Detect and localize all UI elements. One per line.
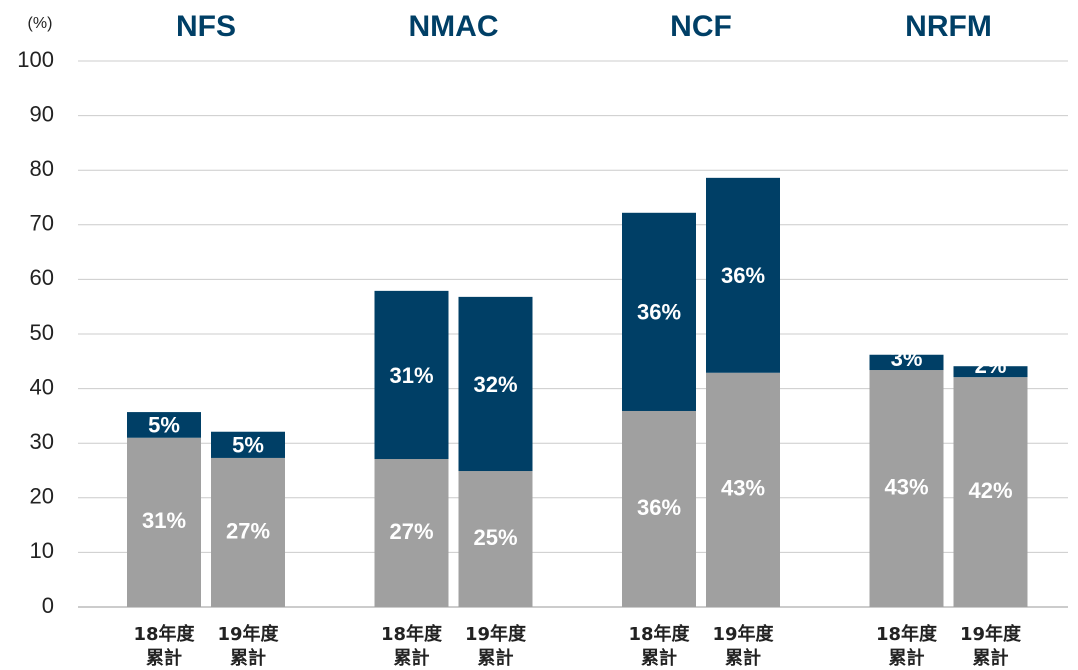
bar-segment bbox=[953, 377, 1028, 607]
x-tick-line: 累計 bbox=[394, 647, 430, 669]
y-tick-label: 50 bbox=[30, 320, 54, 345]
bar-segment bbox=[211, 431, 285, 458]
x-tick-line: 18年度 bbox=[628, 623, 690, 645]
bar-segment bbox=[869, 354, 944, 371]
bar-segment bbox=[458, 471, 533, 607]
value-label: 31% bbox=[389, 363, 433, 388]
x-tick-line: 累計 bbox=[725, 647, 761, 669]
group-title: NFS bbox=[176, 10, 236, 43]
y-tick-label: 40 bbox=[30, 374, 54, 399]
x-tick-line: 19年度 bbox=[712, 623, 774, 645]
x-tick-line: 19年度 bbox=[465, 623, 527, 645]
value-label: 43% bbox=[721, 476, 765, 501]
y-tick-label: 20 bbox=[30, 484, 54, 509]
x-tick-label: 18年度累計 bbox=[628, 623, 690, 669]
bar-segment bbox=[374, 290, 449, 460]
value-label: 43% bbox=[884, 474, 928, 499]
x-tick-line: 18年度 bbox=[133, 623, 195, 645]
x-tick-line: 19年度 bbox=[960, 623, 1022, 645]
y-tick-label: 70 bbox=[30, 211, 54, 236]
value-label: 2% bbox=[975, 353, 1007, 378]
value-label: 42% bbox=[968, 478, 1012, 503]
bar-segment bbox=[211, 457, 285, 607]
bar-segment bbox=[706, 177, 780, 373]
value-label: 27% bbox=[226, 518, 270, 543]
y-tick-label: 30 bbox=[30, 429, 54, 454]
x-tick-label: 18年度累計 bbox=[381, 623, 443, 669]
y-tick-label: 80 bbox=[30, 156, 54, 181]
x-tick-line: 18年度 bbox=[381, 623, 443, 645]
value-label: 25% bbox=[473, 525, 517, 550]
x-tick-line: 累計 bbox=[230, 647, 266, 669]
x-tick-label: 19年度累計 bbox=[960, 623, 1022, 669]
x-tick-line: 累計 bbox=[478, 647, 514, 669]
bar-segment bbox=[458, 296, 533, 472]
bar-segment bbox=[706, 372, 780, 607]
bar-segment bbox=[127, 412, 201, 438]
x-tick-line: 19年度 bbox=[217, 623, 279, 645]
x-tick-line: 18年度 bbox=[876, 623, 938, 645]
y-unit: (%) bbox=[28, 15, 53, 32]
value-label: 3% bbox=[891, 346, 923, 371]
bar-segment bbox=[953, 366, 1028, 378]
x-tick-line: 累計 bbox=[146, 647, 182, 669]
bar-segment bbox=[869, 370, 944, 607]
x-tick-label: 18年度累計 bbox=[133, 623, 195, 669]
y-tick-label: 10 bbox=[30, 538, 54, 563]
x-tick-label: 19年度累計 bbox=[217, 623, 279, 669]
bar-segment bbox=[127, 437, 201, 607]
value-label: 36% bbox=[721, 263, 765, 288]
value-label: 32% bbox=[473, 372, 517, 397]
bar-segment bbox=[374, 459, 449, 607]
y-tick-label: 0 bbox=[42, 593, 54, 618]
bar-segment bbox=[622, 212, 696, 411]
y-tick-label: 60 bbox=[30, 265, 54, 290]
x-tick-label: 18年度累計 bbox=[876, 623, 938, 669]
value-label: 5% bbox=[148, 413, 180, 438]
group-title: NCF bbox=[670, 10, 732, 43]
bar-segment bbox=[622, 410, 696, 607]
group-title: NRFM bbox=[905, 10, 992, 43]
x-tick-line: 累計 bbox=[973, 647, 1009, 669]
value-label: 31% bbox=[142, 508, 186, 533]
y-tick-label: 100 bbox=[17, 47, 54, 72]
value-label: 36% bbox=[637, 495, 681, 520]
x-tick-label: 19年度累計 bbox=[465, 623, 527, 669]
x-tick-line: 累計 bbox=[889, 647, 925, 669]
x-tick-line: 累計 bbox=[641, 647, 677, 669]
group-title: NMAC bbox=[409, 10, 499, 43]
x-tick-label: 19年度累計 bbox=[712, 623, 774, 669]
value-label: 5% bbox=[232, 433, 264, 458]
y-tick-label: 90 bbox=[30, 101, 54, 126]
value-label: 36% bbox=[637, 300, 681, 325]
value-label: 27% bbox=[389, 519, 433, 544]
